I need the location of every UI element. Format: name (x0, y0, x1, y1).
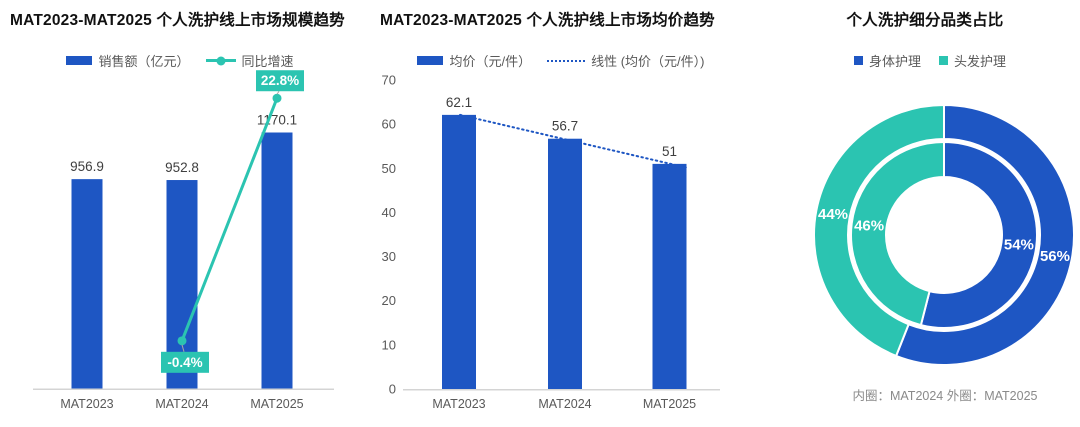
chart-panel-average-price: MAT2023-MAT2025 个人洗护线上市场均价趋势 均价（元/件） 线性 … (370, 0, 722, 427)
legend-item-hair-care: 头发护理 (939, 51, 1006, 70)
x-tick-label: MAT2024 (155, 397, 208, 411)
chart-panel-market-scale: MAT2023-MAT2025 个人洗护线上市场规模趋势 销售额（亿元） 同比增… (0, 0, 360, 427)
price-bar (652, 163, 687, 389)
legend-label: 同比增速 (241, 54, 294, 69)
x-tick-label: MAT2024 (538, 397, 591, 411)
bar-value-label: 56.7 (552, 119, 578, 134)
dotted-line-swatch-icon (547, 59, 586, 62)
legend-item-growth: 同比增速 (205, 51, 294, 70)
y-tick-label: 40 (382, 205, 396, 220)
square-swatch-icon (853, 56, 863, 65)
sales-bar (71, 179, 103, 389)
growth-point (272, 93, 282, 103)
growth-point (177, 336, 187, 346)
market-scale-plot: 956.9 952.8 1170.1 MAT2023 MAT2024 MAT2025 -0.… (33, 70, 334, 411)
price-bar (548, 138, 582, 389)
bar-swatch-icon (417, 56, 444, 65)
legend-item-price: 均价（元/件） (417, 51, 531, 70)
legend-label: 销售额（亿元） (98, 54, 190, 69)
sales-bar (261, 132, 293, 389)
legend: 均价（元/件） 线性 (均价（元/件）) (400, 51, 722, 70)
x-tick-label: MAT2025 (643, 397, 696, 411)
callout-connector (181, 344, 185, 352)
legend-label: 均价（元/件） (449, 54, 532, 69)
price-bar (442, 114, 476, 389)
y-tick-label: 30 (382, 249, 396, 264)
legend-label: 线性 (均价（元/件）) (591, 54, 705, 69)
legend-item-linear-trend: 线性 (均价（元/件）) (547, 51, 705, 70)
legend-label: 身体护理 (868, 54, 921, 69)
bar-swatch-icon (66, 56, 93, 65)
donut-slice-MAT2024-身体护理 (919, 141, 1038, 329)
category-share-donut: 54% 46% 56% 44% (813, 104, 1075, 366)
chart-panel-category-share: 个人洗护细分品类占比 身体护理 头发护理 54% 46% 56% 44% 内圈：MAT… (770, 0, 1080, 427)
growth-callout-box (161, 351, 209, 373)
legend: 身体护理 头发护理 (780, 51, 1080, 70)
bar-value-label: 952.8 (165, 160, 199, 175)
x-tick-label: MAT2023 (432, 397, 485, 411)
y-tick-label: 20 (382, 293, 396, 308)
growth-line (180, 97, 279, 342)
line-dot-swatch-icon (205, 56, 236, 65)
bar-value-label: 956.9 (70, 159, 104, 174)
y-tick-label: 50 (382, 161, 396, 176)
legend-label: 头发护理 (954, 54, 1007, 69)
chart-title: MAT2023-MAT2025 个人洗护线上市场规模趋势 (10, 12, 345, 29)
donut-slice-label: 54% (1004, 236, 1034, 253)
donut-slice-label: 44% (818, 206, 848, 223)
growth-callout-box (256, 70, 304, 92)
x-tick-label: MAT2025 (250, 397, 303, 411)
growth-callout-label: 22.8% (261, 73, 299, 88)
linear-trendline (459, 113, 688, 169)
y-tick-label: 0 (389, 382, 396, 397)
bar-value-label: 62.1 (446, 95, 472, 110)
donut-ring-note: 内圈：MAT2024 外圈：MAT2025 (852, 389, 1038, 403)
chart-title: MAT2023-MAT2025 个人洗护线上市场均价趋势 (380, 12, 715, 29)
donut-slice-MAT2024-头发护理 (850, 141, 945, 327)
y-tick-label: 60 (382, 117, 396, 132)
donut-slice-MAT2025-身体护理 (895, 104, 1075, 366)
donut-slice-MAT2025-头发护理 (813, 104, 945, 357)
callout-connector (276, 90, 280, 95)
x-tick-label: MAT2023 (60, 397, 113, 411)
y-tick-label: 70 (382, 73, 396, 88)
average-price-plot: 0 10 20 30 40 50 60 70 62.1 56.7 51 MAT2023 MAT2024 M… (382, 73, 720, 411)
legend-item-body-care: 身体护理 (853, 51, 921, 70)
legend: 销售额（亿元） 同比增速 (0, 51, 360, 70)
donut-slice-label: 46% (854, 218, 884, 235)
y-tick-label: 10 (382, 337, 396, 352)
growth-callout-label: -0.4% (167, 355, 202, 370)
bar-value-label: 51 (662, 144, 677, 159)
chart-title: 个人洗护细分品类占比 (846, 12, 1004, 29)
bar-value-label: 1170.1 (257, 113, 297, 128)
square-swatch-icon (939, 56, 948, 65)
donut-slice-label: 56% (1040, 248, 1070, 265)
legend-item-sales: 销售额（亿元） (66, 51, 190, 70)
